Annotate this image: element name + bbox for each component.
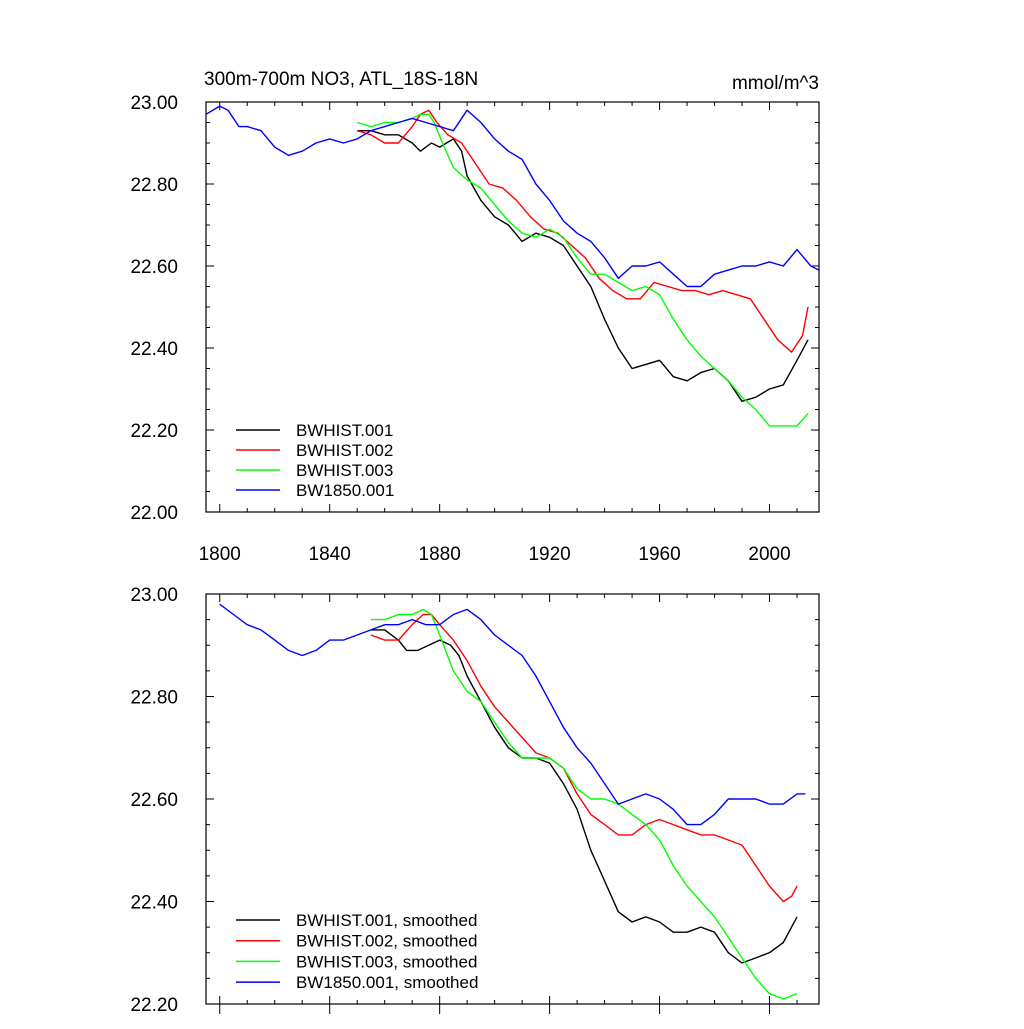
series-line xyxy=(356,109,809,353)
y-tick-label: 22.60 xyxy=(130,790,178,811)
bottom-panel: 22.20 22.40 22.60 22.80 23.00 BWHIST.001, smo… xyxy=(130,585,820,1016)
y-tick-label: 23.00 xyxy=(130,93,178,114)
series-line xyxy=(370,629,798,964)
x-tick-label: 1840 xyxy=(309,544,351,565)
series-line xyxy=(356,113,809,427)
y-tick-label: 23.00 xyxy=(130,585,178,606)
x-tick-label: 2000 xyxy=(748,544,790,565)
y-tick-label: 22.40 xyxy=(130,339,178,360)
series-line xyxy=(206,105,819,288)
y-tick-label: 22.80 xyxy=(130,688,178,709)
x-tick-label: 1960 xyxy=(638,544,680,565)
units-label: mmol/m^3 xyxy=(732,73,819,94)
y-tick-label: 22.20 xyxy=(130,421,178,442)
y-tick-label: 22.80 xyxy=(130,175,178,196)
legend-label: BWHIST.002 xyxy=(296,441,393,460)
series-line xyxy=(219,603,806,826)
legend-label: BWHIST.001 xyxy=(296,421,393,440)
legend-label: BW1850.001, smoothed xyxy=(296,973,478,992)
y-tick-label: 22.00 xyxy=(130,503,178,524)
chart-title: 300m-700m NO3, ATL_18S-18N xyxy=(204,69,478,90)
x-tick-label: 1880 xyxy=(419,544,461,565)
y-tick-label: 22.40 xyxy=(130,893,178,914)
x-tick-label: 1920 xyxy=(528,544,570,565)
y-tick-label: 22.20 xyxy=(130,995,178,1016)
legend-label: BWHIST.001, smoothed xyxy=(296,911,477,930)
legend-label: BWHIST.003 xyxy=(296,461,393,480)
y-tick-label: 22.60 xyxy=(130,257,178,278)
series-line xyxy=(370,608,798,1000)
legend-label: BW1850.001 xyxy=(296,481,394,500)
x-tick-label: 1800 xyxy=(199,544,241,565)
legend-label: BWHIST.002, smoothed xyxy=(296,932,477,951)
top-panel: 1800 1840 1880 1920 1960 2000 22.00 22.20 22.40 2… xyxy=(130,69,820,565)
series-line xyxy=(370,613,798,903)
legend-label: BWHIST.003, smoothed xyxy=(296,952,477,971)
